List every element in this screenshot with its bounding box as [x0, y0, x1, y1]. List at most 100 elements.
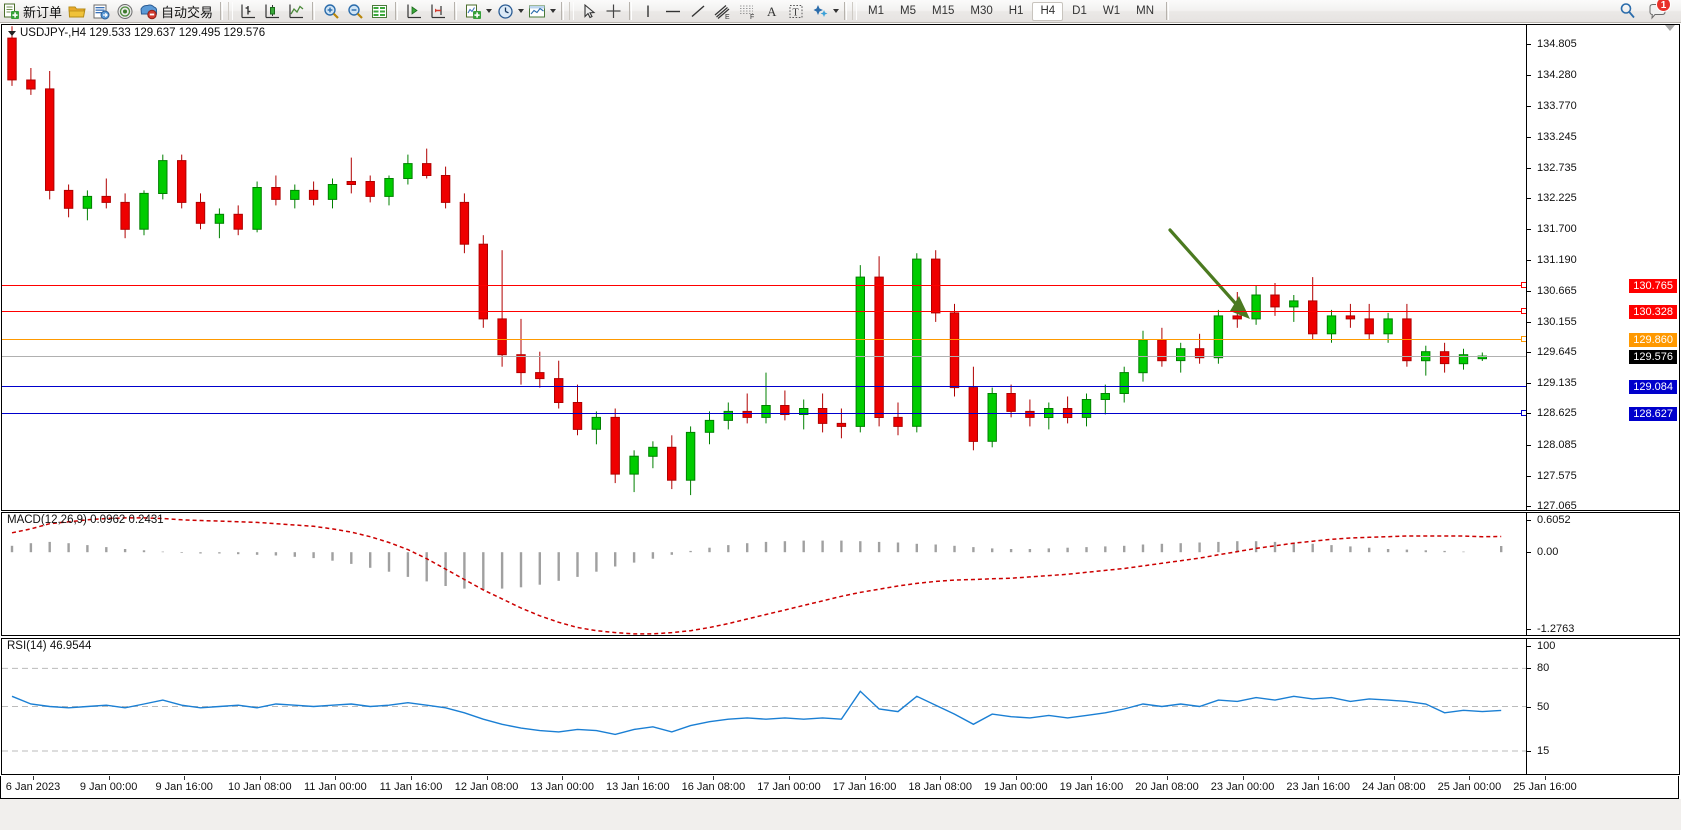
timeframe-m1[interactable]: M1 [868, 4, 885, 17]
time-axis-label: 9 Jan 16:00 [155, 781, 213, 793]
toolbar-grip-3[interactable] [852, 2, 858, 20]
time-axis-label: 25 Jan 00:00 [1437, 781, 1502, 793]
macd-pane[interactable]: MACD(12,26,9) 0.0962 0.2431 0.6052 0.00 -1… [1, 512, 1680, 636]
cursor-icon[interactable] [578, 0, 600, 22]
time-axis-label: 24 Jan 08:00 [1361, 781, 1426, 793]
zoom-in-icon[interactable] [320, 0, 342, 22]
level-price-tag: 130.328 [1629, 305, 1677, 320]
price-tick: 130.665 [1526, 285, 1679, 297]
timeframe-mn[interactable]: MN [1136, 4, 1154, 17]
data-window-icon[interactable] [368, 0, 390, 22]
level-line-resistance[interactable] [2, 285, 1526, 287]
time-axis-label: 6 Jan 2023 [5, 781, 61, 793]
crosshair-icon[interactable] [602, 0, 624, 22]
macd-series [10, 517, 1503, 635]
auto-trading-icon[interactable]: 自动交易 [138, 0, 215, 22]
time-tick [1469, 776, 1471, 780]
rsi-plot-area[interactable] [2, 639, 1526, 774]
level-price-tag: 129.084 [1629, 379, 1677, 394]
line-chart-icon[interactable] [285, 0, 307, 22]
shapes-dropdown-caret[interactable] [831, 1, 840, 21]
price-tick: 134.805 [1526, 38, 1679, 50]
time-tick [184, 776, 186, 780]
trend-arrow[interactable] [2, 25, 1526, 510]
templates-icon[interactable] [526, 0, 548, 22]
chart-menu-caret-icon[interactable] [8, 31, 16, 36]
timeframe-h4[interactable]: H4 [1032, 1, 1064, 21]
price-tick: 133.245 [1526, 131, 1679, 143]
shapes-icon[interactable] [809, 0, 831, 22]
time-tick [864, 776, 866, 780]
notifications-icon[interactable]: 1 [1646, 0, 1671, 22]
level-anchor[interactable] [1521, 308, 1526, 315]
rsi-series [2, 667, 1526, 752]
zoom-out-icon[interactable] [344, 0, 366, 22]
time-tick [1545, 776, 1546, 780]
text-icon[interactable]: A [761, 0, 783, 22]
vertical-line-icon[interactable] [637, 0, 659, 22]
horizontal-line-icon[interactable] [661, 0, 685, 22]
new-order-button[interactable]: 新订单 [1, 0, 64, 22]
timeframe-m30[interactable]: M30 [970, 4, 993, 17]
terminal-icon[interactable] [90, 0, 112, 22]
price-pane[interactable]: USDJPY-,H4 129.533 129.637 129.495 129.5… [1, 24, 1680, 512]
indicator-dropdown-caret[interactable] [484, 1, 493, 21]
level-line-pivot[interactable] [2, 339, 1526, 341]
price-tick: 130.155 [1526, 316, 1679, 328]
trend-line-icon[interactable] [687, 0, 709, 22]
price-axis[interactable]: 134.805 134.280 133.770 133.245 132.735 132.2… [1526, 25, 1679, 512]
rsi-pane[interactable]: RSI(14) 46.9544 100 80 50 15 [1, 638, 1680, 775]
timeframe-m15[interactable]: M15 [932, 4, 955, 17]
timeframe-h1[interactable]: H1 [1008, 4, 1024, 17]
templates-dropdown-caret[interactable] [548, 1, 557, 21]
time-axis-label: 9 Jan 00:00 [79, 781, 138, 793]
period-dropdown-caret[interactable] [516, 1, 525, 21]
timeframe-m5[interactable]: M5 [900, 4, 916, 17]
chart-title: USDJPY-,H4 129.533 129.637 129.495 129.5… [20, 27, 266, 39]
level-line-resistance[interactable] [2, 311, 1526, 313]
level-line-support[interactable] [2, 385, 1526, 387]
price-tick: 131.700 [1526, 223, 1679, 235]
text-label-icon[interactable]: T [785, 0, 807, 22]
time-axis-label: 11 Jan 00:00 [303, 781, 367, 793]
price-tick: 127.575 [1526, 470, 1679, 482]
time-tick [1242, 776, 1244, 780]
macd-plot-area[interactable] [2, 513, 1526, 635]
macd-tick: 0.6052 [1526, 514, 1679, 526]
period-clock-icon[interactable] [494, 0, 516, 22]
new-order-label: 新订单 [23, 5, 63, 21]
rsi-tick: 80 [1526, 662, 1679, 674]
level-line-support[interactable] [2, 412, 1526, 414]
shift-end-icon[interactable] [403, 0, 425, 22]
level-anchor[interactable] [1521, 409, 1526, 416]
time-axis-label: 23 Jan 16:00 [1286, 781, 1350, 793]
add-indicator-button[interactable] [462, 0, 484, 22]
svg-text:T: T [793, 7, 799, 18]
fibonacci-icon[interactable]: F [736, 0, 759, 22]
time-tick [1091, 776, 1093, 780]
price-tick: 129.645 [1526, 346, 1679, 358]
timeframe-w1[interactable]: W1 [1102, 4, 1121, 17]
macd-tick: -1.2763 [1526, 623, 1679, 635]
equidistant-channel-icon[interactable]: E [711, 0, 734, 22]
notification-badge: 1 [1656, 0, 1671, 12]
toolbar-grip-1[interactable] [228, 2, 234, 20]
auto-scroll-icon[interactable] [427, 0, 449, 22]
level-anchor[interactable] [1521, 282, 1526, 289]
folder-icon[interactable] [66, 0, 88, 22]
time-tick [637, 776, 639, 780]
bar-chart-icon[interactable] [237, 0, 259, 22]
price-plot-area[interactable] [2, 25, 1526, 510]
market-watch-icon[interactable] [114, 0, 136, 22]
price-tick: 134.280 [1526, 69, 1679, 81]
search-icon[interactable] [1617, 0, 1639, 22]
timeframe-d1[interactable]: D1 [1072, 4, 1087, 17]
candlestick-chart-icon[interactable] [261, 0, 283, 22]
time-axis-label: 11 Jan 16:00 [379, 781, 443, 793]
toolbar-grip-2[interactable] [569, 2, 575, 20]
level-anchor[interactable] [1521, 336, 1526, 343]
time-axis[interactable]: 6 Jan 2023 9 Jan 00:00 9 Jan 16:00 10 Jan 0… [0, 776, 1679, 799]
price-tick: 131.190 [1526, 254, 1679, 266]
auto-trading-label: 自动交易 [161, 5, 214, 21]
svg-text:A: A [767, 4, 777, 19]
